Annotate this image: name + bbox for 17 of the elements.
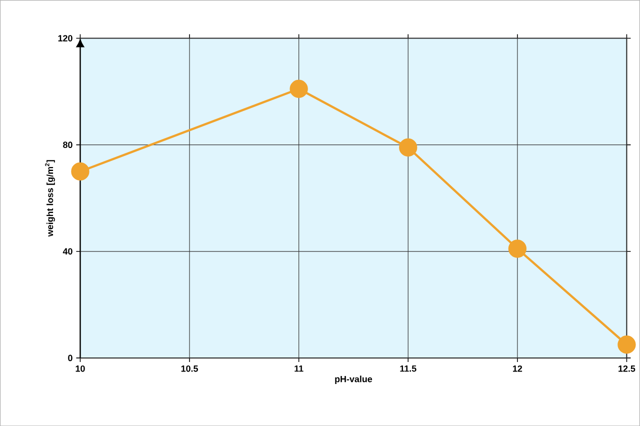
point (290, 80, 308, 98)
x-tick-label: 10 (76, 365, 85, 372)
point (71, 162, 90, 180)
y-tick-label: 80 (63, 142, 72, 148)
x-axis-title: pH-value (335, 376, 372, 384)
x-tick-label: 10.5 (181, 365, 198, 372)
y-tick-label: 40 (62, 248, 72, 254)
x-tick-label: 11 (294, 365, 304, 372)
y-tick-label: 120 (58, 34, 72, 42)
point (508, 240, 527, 258)
x-tick-label: 12.5 (618, 365, 636, 372)
point (618, 335, 636, 354)
y-tick-label: 0 (68, 354, 72, 362)
point (399, 138, 418, 156)
y-axis-title: weight loss [g/m$^{2}$] (45, 160, 55, 237)
x-tick-label: 12 (512, 365, 522, 372)
x-tick-label: 11.5 (400, 365, 416, 372)
